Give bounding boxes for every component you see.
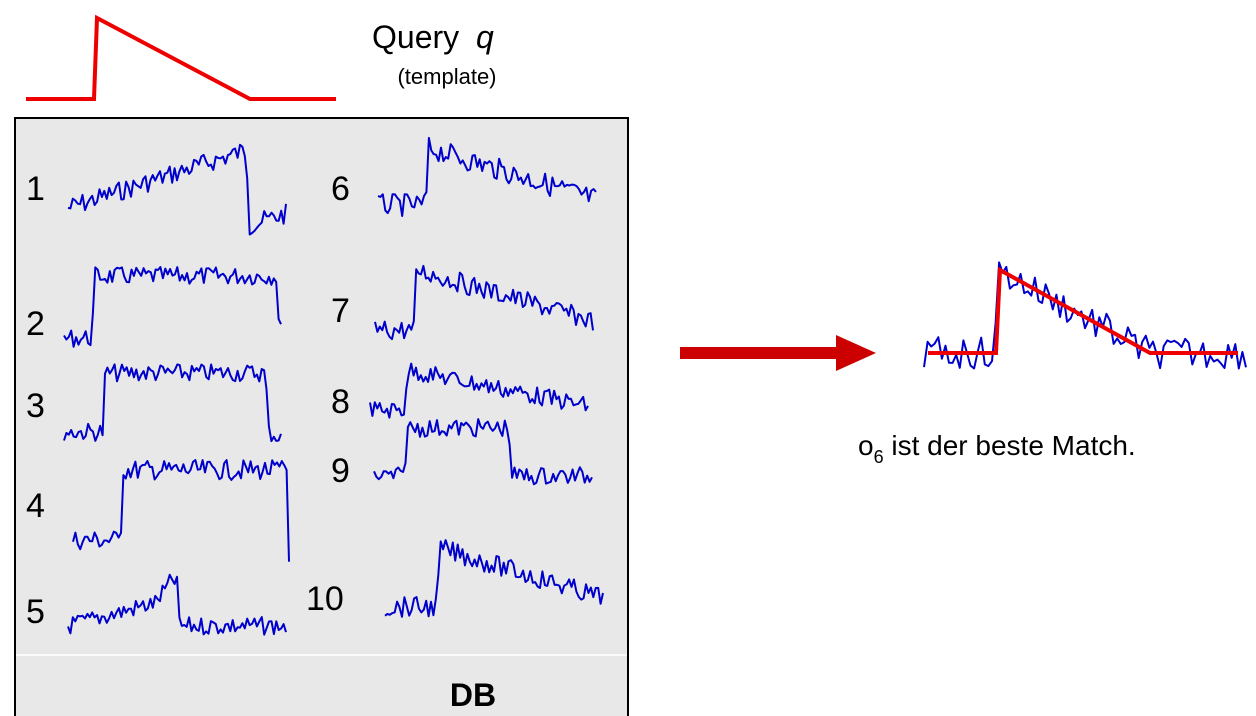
database-series [63, 136, 604, 636]
series-1 [67, 143, 287, 236]
arrow-shaft [680, 347, 840, 359]
query-template [26, 14, 336, 101]
query-variable: q [476, 19, 494, 55]
best-match-plot [923, 261, 1247, 370]
query-template-line [26, 14, 336, 101]
series-label-5: 5 [26, 593, 45, 631]
series-2 [63, 266, 282, 348]
series-label-9: 9 [331, 452, 350, 490]
series-label-3: 3 [26, 387, 45, 425]
result-arrow [680, 335, 876, 371]
database-label: DB [450, 677, 496, 713]
arrow-head [836, 335, 876, 371]
series-10 [384, 539, 604, 618]
series-7 [374, 264, 594, 341]
series-label-1: 1 [26, 170, 45, 208]
query-subtitle: (template) [397, 64, 496, 89]
database-box [14, 117, 629, 716]
result-subscript: 6 [874, 447, 884, 467]
series-label-7: 7 [331, 292, 350, 330]
series-label-10: 10 [306, 580, 344, 618]
result-caption: o6 ist der beste Match. [858, 430, 1136, 467]
series-3 [63, 363, 282, 443]
database-panel: DB [14, 117, 629, 716]
series-4 [72, 459, 290, 562]
series-label-8: 8 [331, 383, 350, 421]
series-9 [373, 418, 593, 486]
series-label-2: 2 [26, 305, 45, 343]
series-5 [67, 573, 287, 636]
svg-text:Query q: Query q [372, 19, 494, 55]
result-text: ist der beste Match. [884, 430, 1136, 461]
query-label: Query q (template) [372, 19, 497, 89]
query-title: Query [372, 19, 459, 55]
series-labels: 1 2 3 4 5 6 7 8 9 10 [26, 170, 350, 631]
result-object: o [858, 430, 874, 461]
series-label-6: 6 [331, 170, 350, 208]
best-match-template [928, 266, 1238, 355]
series-6 [377, 136, 597, 217]
series-label-4: 4 [26, 487, 45, 525]
series-8 [369, 362, 589, 419]
